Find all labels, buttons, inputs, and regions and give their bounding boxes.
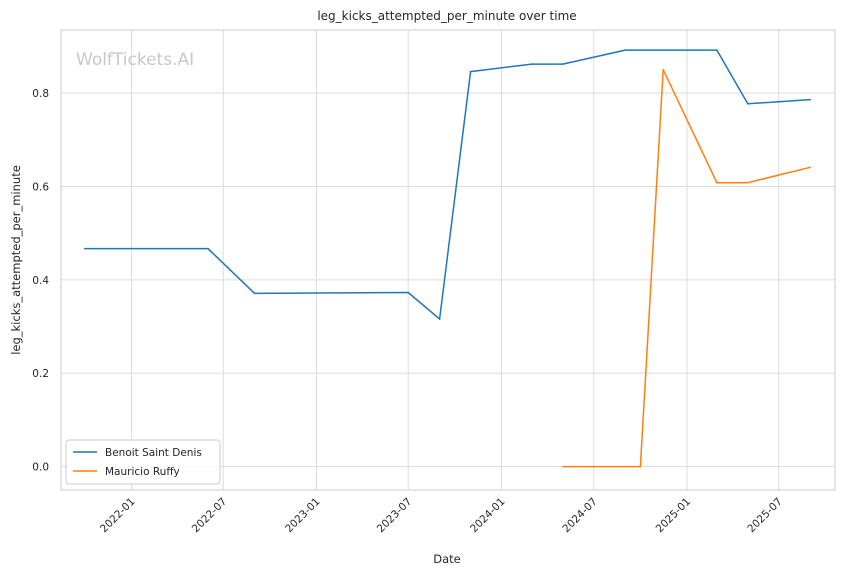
- y-axis-label: leg_kicks_attempted_per_minute: [9, 165, 23, 355]
- y-tick-label: 0.0: [32, 462, 49, 474]
- data-point-benoit-saint-denis: [207, 247, 209, 250]
- data-point-benoit-saint-denis: [531, 63, 533, 65]
- series-lines: [84, 49, 811, 468]
- data-point-mauricio-ruffy: [809, 166, 811, 169]
- y-tick-labels: 0.0 0.2 0.4 0.6 0.8: [32, 88, 49, 474]
- watermark: WolfTickets.AI: [76, 50, 194, 70]
- data-point-mauricio-ruffy: [716, 181, 718, 184]
- data-point-mauricio-ruffy: [662, 68, 664, 71]
- data-point-benoit-saint-denis: [716, 49, 718, 51]
- series-line-benoit-saint-denis: [84, 49, 811, 320]
- x-axis-label: Date: [433, 552, 461, 566]
- y-tick-label: 0.6: [32, 181, 49, 193]
- y-tick-label: 0.4: [32, 275, 49, 287]
- data-point-benoit-saint-denis: [624, 49, 626, 51]
- legend-label-benoit-saint-denis: Benoit Saint Denis: [105, 447, 202, 459]
- data-point-benoit-saint-denis: [253, 292, 256, 295]
- data-point-benoit-saint-denis: [407, 291, 410, 294]
- chart-title: leg_kicks_attempted_per_minute over time: [317, 9, 576, 23]
- data-point-benoit-saint-denis: [438, 318, 441, 320]
- data-point-mauricio-ruffy: [562, 465, 564, 468]
- grid-lines: [61, 30, 835, 490]
- plot-frame: [60, 29, 836, 491]
- data-point-benoit-saint-denis: [84, 247, 86, 250]
- legend-box: [65, 439, 221, 485]
- data-point-mauricio-ruffy: [639, 465, 642, 468]
- data-point-mauricio-ruffy: [747, 181, 749, 184]
- data-point-benoit-saint-denis: [747, 102, 749, 105]
- legend-label-mauricio-ruffy: Mauricio Ruffy: [105, 466, 180, 478]
- y-tick-label: 0.8: [32, 88, 49, 100]
- data-point-benoit-saint-denis: [469, 70, 472, 73]
- data-point-benoit-saint-denis: [809, 98, 811, 101]
- series-line-mauricio-ruffy: [562, 68, 811, 468]
- data-point-benoit-saint-denis: [562, 63, 564, 65]
- legend: Benoit Saint Denis Mauricio Ruffy: [65, 439, 221, 485]
- y-tick-label: 0.2: [32, 368, 49, 380]
